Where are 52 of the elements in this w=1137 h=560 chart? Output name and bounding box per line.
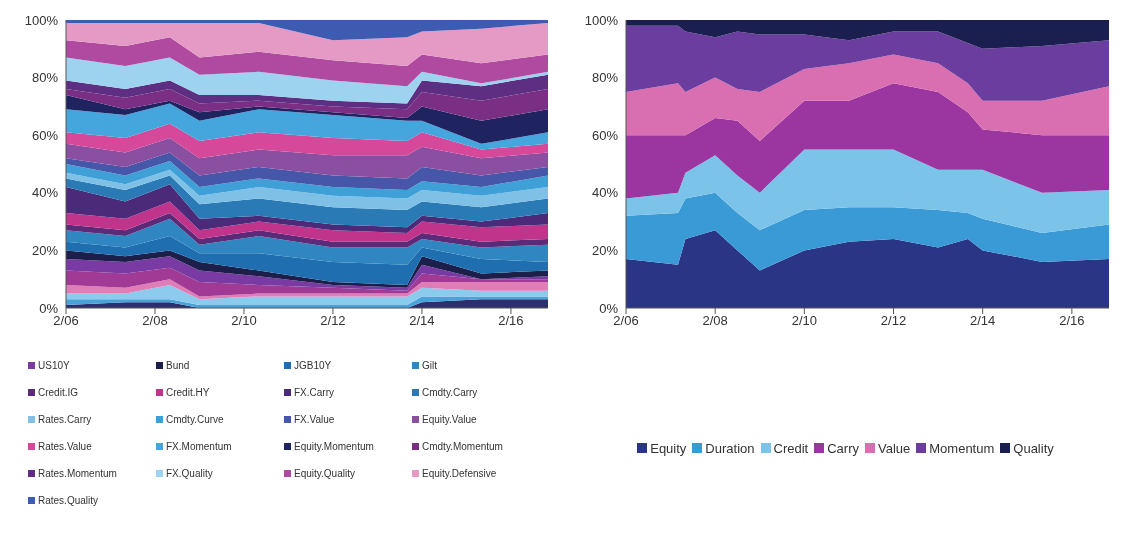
x-tick-label: 2/16: [498, 313, 524, 329]
x-tick-label: 2/06: [613, 313, 639, 329]
legend-label: Rates.Value: [38, 441, 92, 452]
y-tick-label: 80%: [591, 70, 619, 86]
legend-label: Equity.Value: [422, 414, 477, 425]
y-tick-label: 40%: [31, 185, 59, 201]
legend-label: Value: [877, 440, 911, 456]
legend-label: FX.Quality: [166, 468, 213, 479]
y-tick-label: 100%: [584, 12, 619, 28]
y-tick-label: 20%: [31, 243, 59, 259]
y-tick-label: 20%: [591, 243, 619, 259]
x-tick-label: 2/10: [791, 313, 817, 329]
legend-label: JGB10Y: [294, 360, 332, 371]
legend-label: Equity.Momentum: [294, 441, 374, 452]
x-tick-label: 2/14: [970, 313, 996, 329]
legend-label: Gilt: [422, 360, 437, 371]
x-tick-label: 2/06: [53, 313, 79, 329]
y-tick-label: 40%: [591, 185, 619, 201]
legend-label: Rates.Momentum: [38, 468, 117, 479]
y-tick-label: 60%: [591, 127, 619, 143]
legend-label: Cmdty.Carry: [422, 387, 478, 398]
x-tick-label: 2/08: [142, 313, 168, 329]
legend-label: FX.Momentum: [166, 441, 232, 452]
y-tick-label: 100%: [24, 12, 59, 28]
x-tick-label: 2/12: [880, 313, 907, 329]
legend-label: Equity.Quality: [294, 468, 355, 479]
legend-label: Quality: [1013, 440, 1054, 456]
x-tick-label: 2/08: [702, 313, 728, 329]
legend-label: Momentum: [929, 440, 995, 456]
x-tick-label: 2/16: [1059, 313, 1085, 329]
legend-label: FX.Value: [294, 414, 335, 425]
legend-label: US10Y: [38, 360, 70, 371]
legend-label: Equity.Defensive: [422, 468, 497, 479]
legend-label: Credit.HY: [166, 387, 210, 398]
legend-label: Credit: [773, 440, 809, 456]
legend-label: FX.Carry: [294, 387, 334, 398]
legend-label: Carry: [827, 440, 859, 456]
legend-label: Cmdty.Curve: [166, 414, 224, 425]
legend-label: Rates.Carry: [38, 414, 92, 425]
legend-label: Rates.Quality: [38, 495, 99, 506]
y-tick-label: 0%: [599, 300, 619, 316]
legend-label: Cmdty.Momentum: [422, 441, 503, 452]
x-tick-label: 2/14: [409, 313, 435, 329]
legend-label: Equity: [650, 440, 687, 456]
legend-label: Credit.IG: [38, 387, 79, 398]
y-tick-label: 60%: [31, 127, 59, 143]
legend-label: Bund: [166, 360, 190, 371]
legend-label: Duration: [705, 440, 755, 456]
y-tick-label: 0%: [39, 300, 59, 316]
x-tick-label: 2/10: [231, 313, 257, 329]
x-tick-label: 2/12: [320, 313, 346, 329]
y-tick-label: 80%: [31, 70, 59, 86]
